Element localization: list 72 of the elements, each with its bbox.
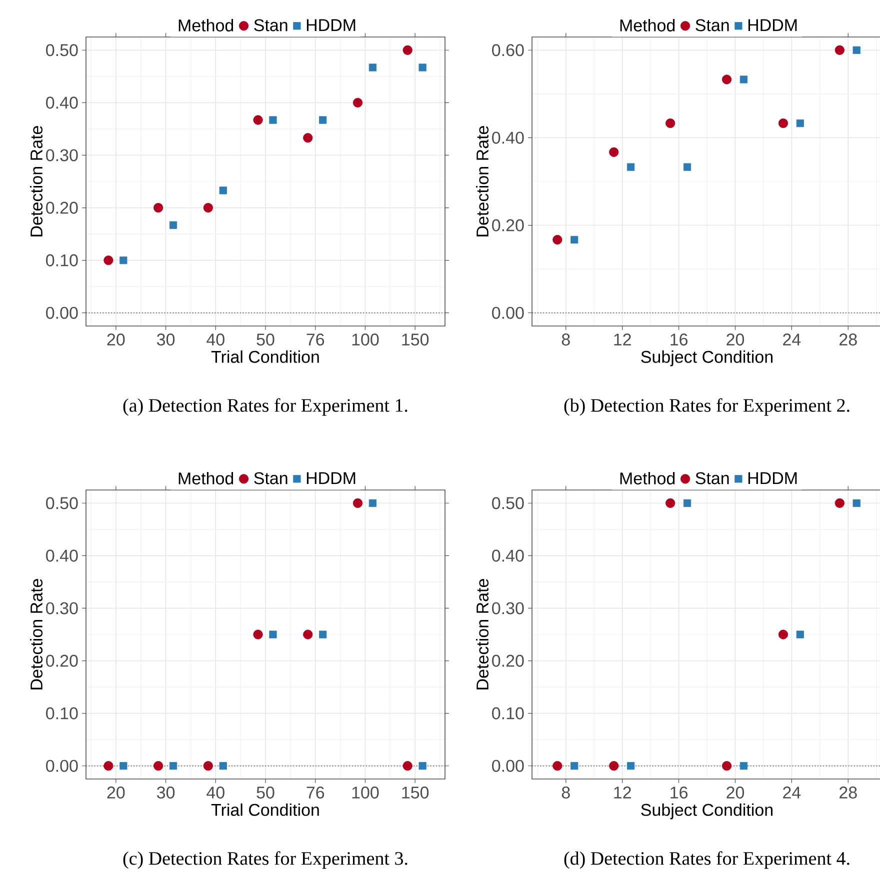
x-tick-label: 28 (840, 334, 857, 346)
y-tick-label: 0.00 (492, 306, 524, 319)
x-tick-label: 24 (783, 334, 801, 346)
x-axis-title: Subject Condition (641, 350, 772, 366)
x-tick-label: 28 (840, 786, 857, 799)
legend-title: Method (178, 18, 234, 32)
legend-label: Stan (696, 19, 729, 32)
legend-title: Method (620, 472, 675, 484)
y-axis-title: Detection Rate (30, 126, 43, 236)
legend-label: Stan (254, 472, 288, 484)
x-tick-label: 50 (256, 334, 274, 346)
y-tick-label: 0.40 (46, 96, 78, 109)
x-tick-label: 30 (156, 786, 175, 799)
x-tick-label: 40 (206, 334, 224, 346)
y-tick-label: 0.10 (46, 707, 78, 720)
y-tick-label: 0.20 (492, 219, 524, 232)
legend-label: HDDM (306, 19, 356, 31)
y-tick-label: 0.50 (492, 497, 524, 510)
x-tick-label: 76 (306, 334, 324, 346)
y-tick-label: 0.50 (46, 497, 78, 510)
x-tick-label: 16 (670, 334, 688, 346)
y-tick-label: 0.30 (46, 602, 78, 614)
y-tick-label: 0.60 (492, 44, 524, 56)
x-tick-label: 12 (614, 786, 631, 798)
legend-title: Method (620, 18, 675, 32)
y-axis-title: Detection Rate (476, 126, 489, 236)
text: (b) Detection Rates for Experiment 2. (564, 398, 850, 416)
legend-title: Method (178, 472, 234, 484)
text: (a) Detection Rates for Experiment 1. (123, 398, 408, 416)
y-tick-label: 0.20 (46, 202, 78, 214)
x-tick-label: 150 (402, 334, 429, 346)
x-axis-title: Trial Condition (211, 803, 319, 816)
y-tick-label: 0.00 (46, 760, 78, 772)
y-tick-label: 0.30 (492, 602, 524, 614)
text: (d) Detection Rates for Experiment 4. (564, 851, 850, 869)
x-tick-label: 30 (156, 334, 175, 346)
y-tick-label: 0.30 (46, 149, 78, 162)
x-tick-label: 100 (352, 786, 379, 799)
y-tick-label: 0.50 (46, 44, 78, 56)
x-tick-label: 8 (562, 334, 570, 346)
legend-label: HDDM (748, 19, 797, 31)
y-tick-label: 0.40 (46, 550, 78, 562)
x-tick-label: 50 (256, 786, 274, 799)
x-tick-label: 150 (402, 786, 429, 799)
y-tick-label: 0.40 (492, 132, 524, 144)
x-tick-label: 24 (783, 786, 801, 798)
x-tick-label: 100 (352, 334, 379, 346)
legend-label: HDDM (748, 472, 797, 484)
x-tick-label: 12 (614, 334, 631, 346)
y-tick-label: 0.10 (46, 254, 78, 266)
y-tick-label: 0.20 (46, 654, 78, 667)
x-tick-label: 20 (107, 334, 125, 346)
x-tick-label: 20 (107, 786, 125, 799)
text: (c) Detection Rates for Experiment 3. (123, 851, 408, 869)
x-axis-title: Trial Condition (211, 350, 319, 363)
x-tick-label: 40 (206, 786, 224, 799)
x-tick-label: 20 (726, 334, 744, 346)
x-tick-label: 76 (306, 786, 324, 799)
legend-label: HDDM (306, 472, 356, 484)
y-tick-label: 0.20 (492, 654, 524, 667)
y-axis-title: Detection Rate (476, 579, 489, 690)
y-tick-label: 0.00 (492, 760, 524, 772)
x-tick-label: 20 (726, 786, 744, 799)
x-axis-title: Subject Condition (641, 803, 772, 820)
x-tick-label: 16 (670, 786, 688, 799)
y-axis-title: Detection Rate (30, 579, 43, 690)
y-tick-label: 0.10 (492, 707, 524, 720)
legend-label: Stan (254, 19, 288, 32)
y-tick-label: 0.00 (46, 306, 78, 319)
legend-label: Stan (696, 472, 729, 484)
x-tick-label: 8 (562, 786, 570, 799)
y-tick-label: 0.40 (492, 550, 524, 562)
